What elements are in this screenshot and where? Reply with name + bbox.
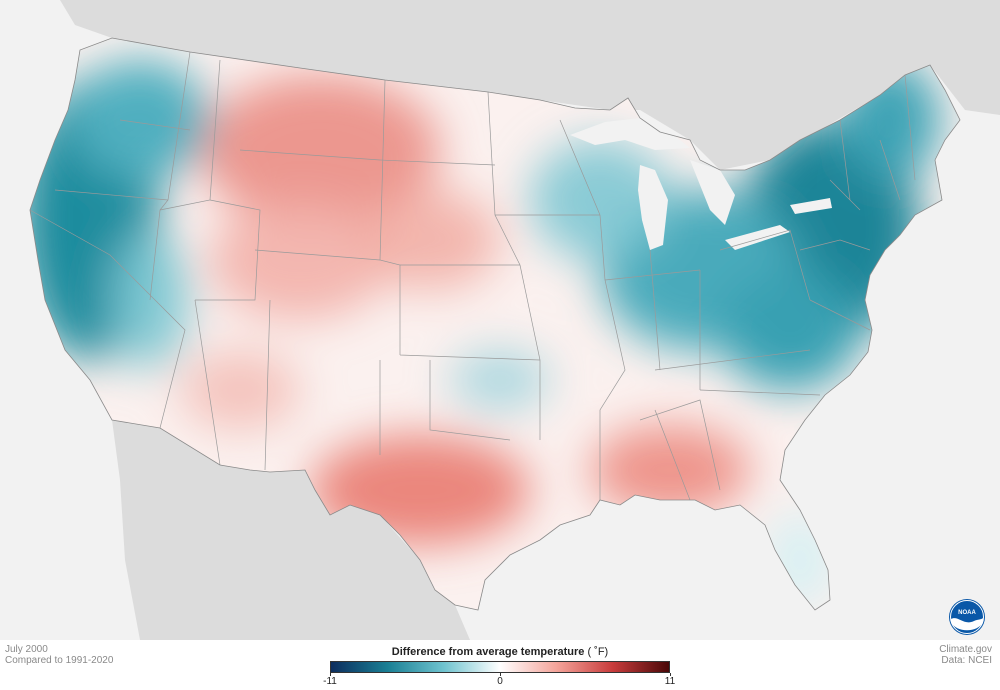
state-borders [29,51,916,501]
legend-title-text: Difference from average temperature [391,646,585,658]
map-area: NOAA [0,0,1000,640]
noaa-logo-text: NOAA [958,610,976,616]
legend-tick-label: 0 [497,676,503,687]
legend-color-bar [330,661,670,673]
legend-tick-mark [500,673,501,676]
legend-title: Difference from average temperature ( ˚F… [330,646,670,658]
legend-tick-label: -11 [323,676,337,687]
lake-ontario [790,198,832,214]
legend-tick-label: 11 [664,676,676,687]
legend-tick-mark [330,673,331,676]
legend-tick-mark [670,673,671,676]
credits-block: Climate.gov Data: NCEI [939,644,992,666]
mexico-landmass [112,420,470,640]
lake-michigan [638,165,668,250]
credit-data: Data: NCEI [941,655,992,666]
lake-superior [570,118,690,150]
baseline-label: Compared to 1991-2020 [5,655,114,666]
credit-site: Climate.gov [939,644,992,655]
neighbor-land [60,0,1000,640]
temperature-anomaly-map [29,0,1000,640]
noaa-logo: NOAA [949,599,985,635]
great-lakes [570,118,832,250]
period-block: July 2000 Compared to 1991-2020 [5,644,113,666]
period-label: July 2000 [5,644,48,655]
us-outline [29,37,961,611]
legend-unit: ( ˚F) [587,646,609,658]
canada-landmass [60,0,1000,170]
lake-huron [690,160,735,225]
footer: July 2000 Compared to 1991-2020 Differen… [0,640,1000,690]
